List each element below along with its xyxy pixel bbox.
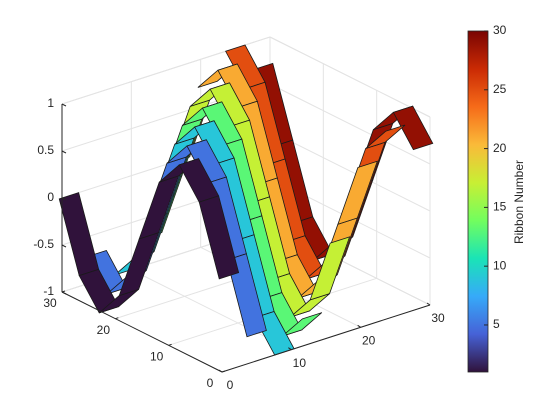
y-tick	[115, 317, 119, 320]
ribbon-segment	[337, 160, 378, 225]
x-tick-label: 30	[431, 311, 445, 325]
x-tick	[218, 369, 223, 373]
z-tick	[61, 244, 67, 248]
colorbar-tick-label: 10	[493, 258, 507, 272]
x-tick	[288, 347, 292, 351]
colorbar-gradient	[467, 30, 489, 373]
grid-line	[269, 83, 431, 165]
colorbar-tick-label: 15	[493, 200, 507, 214]
grid-line	[269, 36, 431, 118]
y-tick-label: 0	[207, 376, 214, 390]
x-axis	[221, 304, 431, 373]
colorbar-tick-label: 25	[493, 82, 507, 96]
z-tick	[61, 103, 67, 107]
ribbon-segment	[198, 195, 240, 280]
y-tick-label: 30	[43, 296, 57, 310]
x-tick-label: 0	[227, 378, 234, 392]
z-tick-label: -1	[43, 284, 54, 298]
x-tick-label: 10	[293, 356, 307, 370]
y-tick	[221, 370, 226, 373]
z-tick	[61, 197, 67, 201]
colorbar-tick-label: 5	[493, 317, 500, 331]
ribbon-segment	[309, 236, 351, 301]
y-tick	[168, 343, 172, 346]
colorbar-tick-label: 20	[493, 141, 507, 155]
z-tick-label: -0.5	[33, 237, 54, 251]
ribbons	[58, 44, 434, 356]
z-tick-label: 0	[47, 190, 54, 204]
grid-line	[269, 130, 431, 212]
ribbon-segment	[226, 253, 267, 338]
x-tick-label: 20	[362, 334, 376, 348]
x-tick	[357, 324, 361, 328]
ribbon-segment	[58, 192, 100, 277]
ribbon-segment	[392, 105, 434, 151]
ribbon-segment	[138, 175, 180, 240]
colorbar: Ribbon Number 5 10 15 20 25 30	[467, 23, 526, 373]
colorbar-label: Ribbon Number	[512, 160, 526, 244]
y-tick-label: 10	[150, 350, 164, 364]
x-tick	[426, 302, 431, 306]
ribbon-segment	[365, 124, 406, 149]
ribbon-segment	[282, 312, 323, 337]
z-tick-label: 1	[47, 96, 54, 110]
z-tick	[61, 150, 67, 154]
y-tick-label: 20	[97, 323, 111, 337]
colorbar-tick-label: 30	[493, 23, 507, 37]
z-tick-label: 0.5	[37, 143, 54, 157]
z-tick	[61, 291, 67, 295]
ribbon-segment	[118, 232, 160, 297]
y-axis	[61, 291, 223, 373]
